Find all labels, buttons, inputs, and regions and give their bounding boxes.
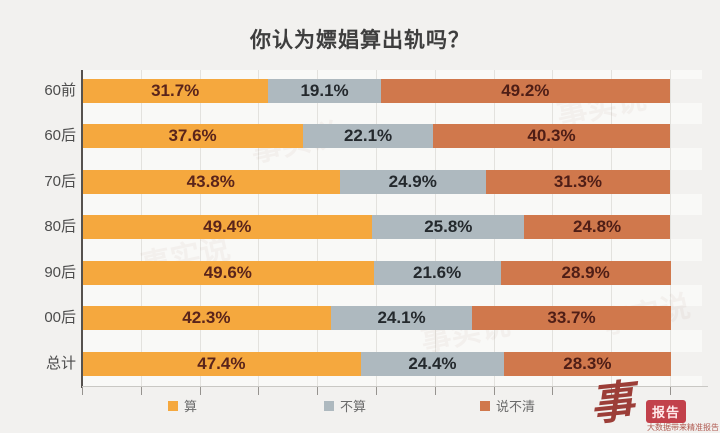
bar-value-label: 28.9%	[561, 262, 610, 282]
bar-value-label: 25.8%	[424, 217, 473, 237]
bar-value-label: 47.4%	[197, 353, 246, 373]
category-label-00后: 00后	[44, 309, 76, 327]
bar-segment-算: 49.6%	[82, 260, 374, 285]
bar-segment-不算: 24.1%	[330, 306, 473, 331]
bar-value-label: 31.3%	[553, 171, 603, 191]
category-label-60后: 60后	[44, 127, 76, 145]
legend-swatch	[168, 400, 178, 411]
bar-value-label: 21.6%	[413, 262, 462, 282]
row-gap-stripe	[82, 70, 702, 79]
axis-tick	[82, 387, 83, 395]
legend-item-说不清: 说不清	[480, 396, 535, 415]
bar-row: 43.8% 24.9% 31.3%	[82, 169, 670, 194]
axis-tick	[258, 387, 260, 395]
axis-tick	[317, 387, 319, 395]
bar-segment-说不清: 31.3%	[485, 169, 670, 194]
bar-segment-算: 43.8%	[82, 169, 340, 194]
axis-tick	[199, 387, 201, 395]
bar-segment-算: 31.7%	[82, 79, 269, 103]
bar-segment-说不清: 49.2%	[380, 79, 670, 103]
row-gap-stripe	[82, 239, 702, 261]
bar-value-label: 37.6%	[168, 126, 217, 146]
bar-value-label: 40.3%	[527, 126, 576, 146]
category-label-90后: 90后	[44, 263, 76, 281]
bar-segment-说不清: 24.8%	[524, 215, 670, 240]
row-gap-stripe	[82, 375, 702, 387]
brand-report-badge: 报告	[646, 400, 687, 423]
axis-tick	[493, 387, 495, 395]
bar-segment-说不清: 33.7%	[472, 306, 671, 331]
bar-value-label: 49.2%	[501, 81, 550, 100]
bar-row: 49.6% 21.6% 28.9%	[82, 260, 671, 285]
bar-segment-不算: 19.1%	[268, 79, 381, 103]
bar-value-label: 42.3%	[182, 308, 231, 328]
legend-item-算: 算	[168, 396, 197, 415]
bar-segment-不算: 21.6%	[373, 260, 501, 285]
bar-segment-算: 47.4%	[82, 351, 361, 376]
legend-item-不算: 不算	[324, 396, 366, 415]
bar-segment-说不清: 28.3%	[504, 351, 671, 376]
bar-row: 49.4% 25.8% 24.8%	[82, 215, 670, 240]
bar-segment-不算: 25.8%	[372, 215, 525, 240]
row-gap-stripe	[82, 148, 702, 170]
axis-tick	[140, 387, 142, 395]
brand-calligraphy-mark: 事	[587, 375, 637, 432]
category-label-60前: 60前	[44, 82, 76, 99]
category-label-70后: 70后	[44, 172, 76, 190]
bar-value-label: 19.1%	[300, 81, 349, 100]
row-gap-stripe	[82, 330, 702, 352]
bar-value-label: 49.4%	[203, 217, 252, 237]
bar-segment-不算: 22.1%	[303, 124, 434, 149]
legend-swatch	[480, 400, 490, 411]
bar-value-label: 33.7%	[547, 308, 596, 328]
bar-row: 47.4% 24.4% 28.3%	[82, 351, 671, 376]
legend-label: 算	[184, 399, 198, 414]
bar-value-label: 43.8%	[186, 171, 235, 191]
y-axis-line	[81, 70, 83, 388]
gridline	[670, 70, 671, 387]
chart-title: 你认为嫖娼算出轨吗？	[250, 29, 470, 52]
bar-segment-不算: 24.4%	[360, 351, 505, 376]
bar-value-label: 28.3%	[563, 353, 612, 373]
row-gap-stripe	[82, 284, 702, 307]
bar-segment-不算: 24.9%	[339, 169, 486, 194]
axis-tick	[670, 387, 671, 395]
x-axis-line	[82, 386, 708, 387]
bar-segment-算: 37.6%	[82, 124, 304, 149]
bar-value-label: 49.6%	[203, 262, 252, 282]
bar-segment-算: 49.4%	[82, 215, 373, 240]
bar-value-label: 22.1%	[343, 126, 393, 146]
axis-tick	[434, 387, 436, 395]
bar-value-label: 24.1%	[377, 308, 426, 328]
bar-value-label: 24.4%	[408, 353, 457, 373]
axis-tick	[376, 387, 377, 395]
legend-swatch	[324, 400, 334, 411]
legend-label: 说不清	[496, 399, 536, 414]
bar-segment-算: 42.3%	[82, 306, 331, 331]
bar-segment-说不清: 40.3%	[433, 124, 670, 149]
category-label-总计: 总计	[45, 354, 76, 372]
row-gap-stripe	[82, 103, 702, 125]
category-label-80后: 80后	[44, 218, 76, 236]
bar-row: 31.7% 19.1% 49.2%	[82, 79, 670, 103]
axis-tick	[552, 387, 554, 395]
bar-value-label: 31.7%	[151, 81, 200, 100]
bar-row: 37.6% 22.1% 40.3%	[82, 124, 670, 149]
plot-area: 31.7% 19.1% 49.2% 37.6% 22.1% 40.3% 43.8% 24.9%…	[82, 70, 706, 387]
bar-value-label: 24.9%	[388, 171, 437, 191]
brand-tagline: 大数据带来精准报告	[647, 423, 719, 432]
bar-value-label: 24.8%	[572, 217, 622, 237]
row-gap-stripe	[82, 193, 702, 216]
legend-label: 不算	[340, 399, 367, 414]
bar-row: 42.3% 24.1% 33.7%	[82, 306, 671, 331]
bar-segment-说不清: 28.9%	[500, 260, 671, 285]
axis-tick	[611, 387, 613, 395]
